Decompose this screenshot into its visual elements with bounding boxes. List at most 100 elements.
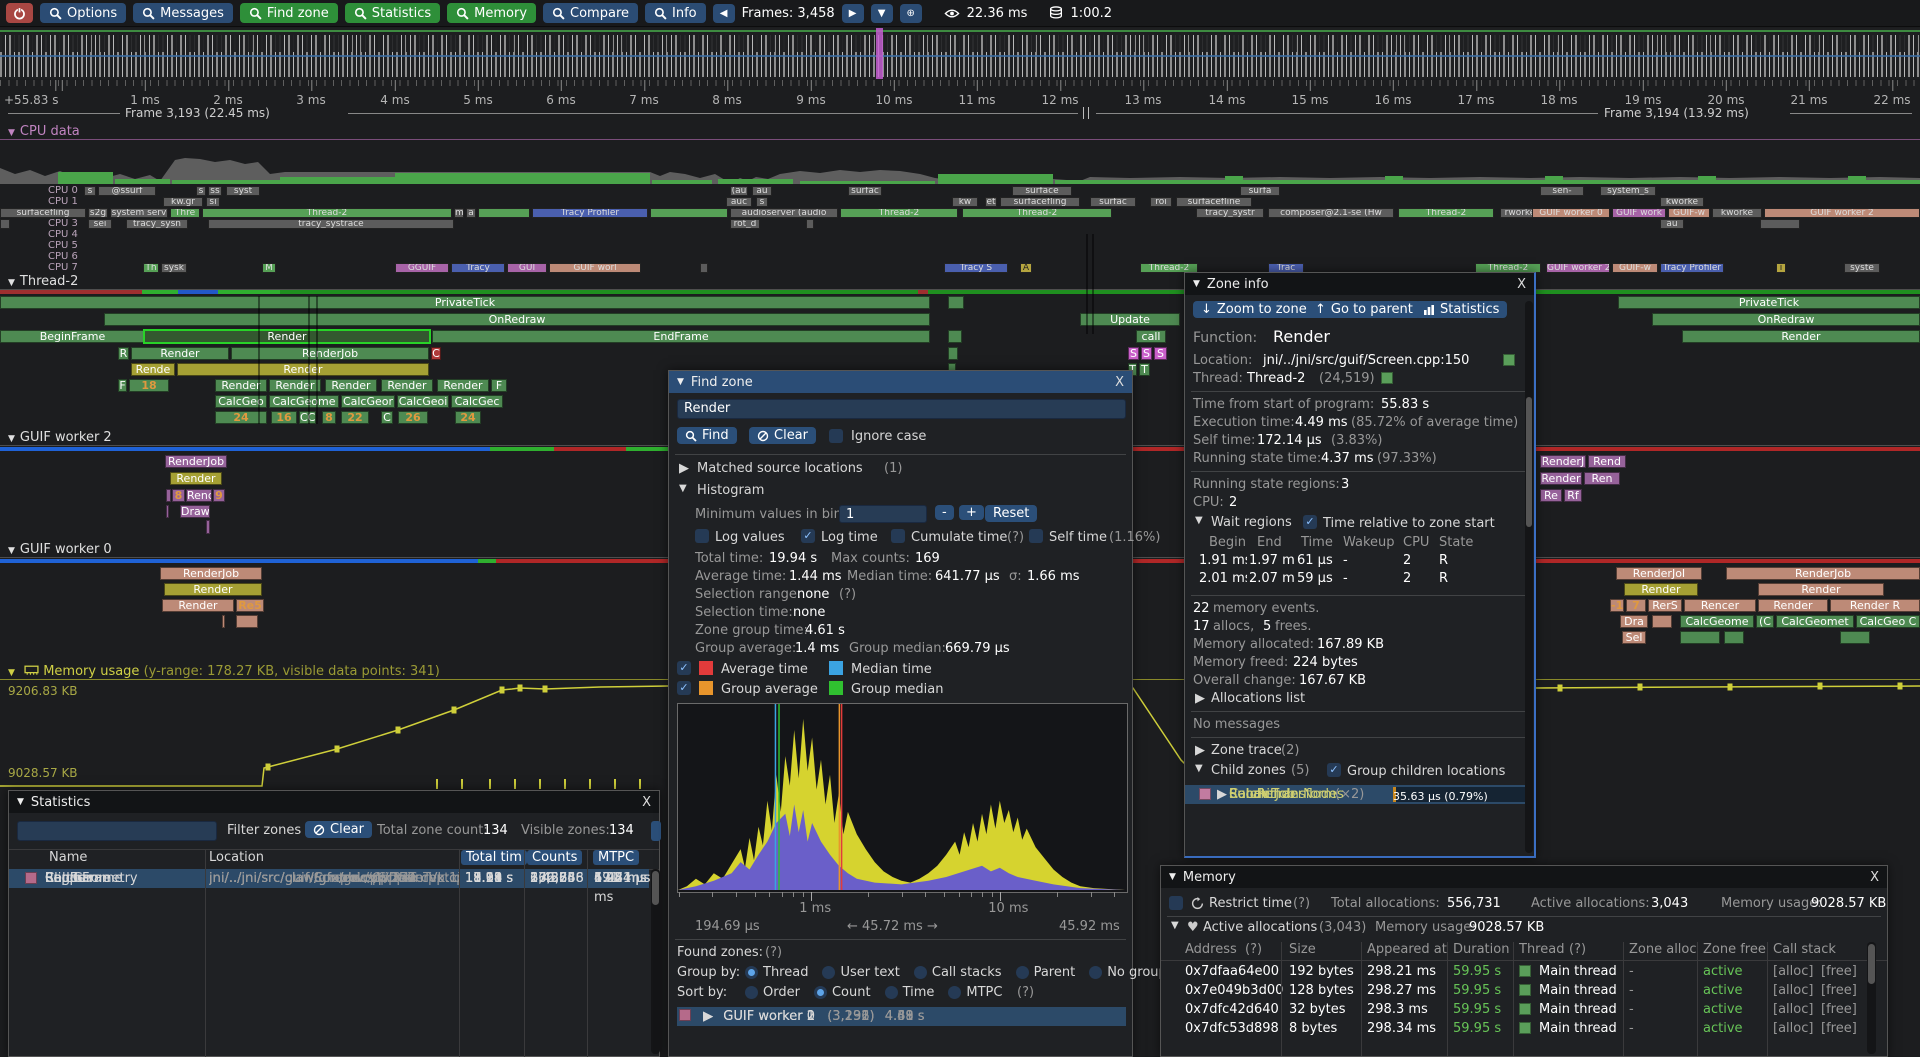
cpu-zone-block[interactable]: syst [226, 186, 260, 196]
toolbar-button[interactable]: Compare [543, 3, 639, 23]
timeline-zone[interactable]: Render [381, 379, 433, 392]
cpu-zone-block[interactable]: surfacefling [1000, 197, 1080, 207]
timeline-zone[interactable]: PrivateTick [1618, 296, 1920, 309]
timeline-zone[interactable]: 22 [341, 411, 369, 424]
timeline-zone[interactable]: PrivateTick [0, 296, 930, 309]
clear-button[interactable]: Clear [749, 427, 816, 444]
cpu-zone-block[interactable]: GUIF work [1612, 208, 1666, 218]
timeline-zone[interactable]: CalcGeomet [1776, 615, 1854, 628]
cpu-zone-block[interactable]: m [454, 208, 464, 218]
cpu-zone-block[interactable]: GUIF worker 0 [1532, 208, 1610, 218]
timeline-zone[interactable]: RenderJob [1726, 567, 1920, 580]
timeline-zone[interactable]: C [431, 347, 441, 360]
col-location[interactable]: Location [209, 850, 264, 865]
timeline-zone[interactable] [1724, 631, 1744, 644]
timeline-zone[interactable]: F [118, 379, 127, 392]
relative-time-checkbox[interactable]: ✓ [1303, 515, 1317, 529]
clipped-button[interactable] [651, 821, 661, 841]
cpu-zone-block[interactable]: GUIF worl [549, 263, 641, 273]
cpu-zone-block[interactable]: s [196, 186, 206, 196]
timeline-zone[interactable]: S [1141, 347, 1152, 360]
zone-info-titlebar[interactable]: ▼ Zone info X [1185, 273, 1534, 295]
cpu-zone-block[interactable]: roi [1150, 197, 1172, 207]
cpu-zone-block[interactable]: Thre [170, 208, 200, 218]
timeline-zone[interactable]: 8 [322, 411, 336, 424]
cpu-zone-block[interactable] [1760, 219, 1800, 229]
timeline-zone[interactable]: 7 [1626, 599, 1646, 612]
timeline-zone[interactable]: EndFrame [432, 330, 930, 343]
sort-by-radio[interactable]: Order [745, 985, 800, 1000]
table-row[interactable]: 0x7dfc42d640 32 bytes 298.3 ms 59.95 s M… [1185, 1002, 1857, 1017]
col-size[interactable]: Size [1289, 942, 1316, 957]
timeline-zone[interactable]: Render [164, 583, 262, 596]
toolbar-button[interactable]: Find zone [239, 3, 338, 23]
timeline-zone[interactable]: S [1154, 347, 1167, 360]
timeline-zone[interactable]: Render [170, 472, 222, 485]
filter-input[interactable] [17, 821, 217, 841]
statistics-button[interactable]: Statistics [1415, 301, 1508, 318]
cpu-zone-block[interactable]: A [1020, 263, 1032, 273]
timeline-zone[interactable]: Render [269, 379, 321, 392]
avg-time-checkbox[interactable]: ✓ [677, 661, 691, 675]
timeline-zone[interactable]: Re5 [236, 599, 264, 612]
statistics-titlebar[interactable]: ▼ Statistics X [9, 791, 659, 813]
col-zone-alloc[interactable]: Zone alloc [1629, 942, 1697, 957]
toolbar-button[interactable]: Memory [447, 3, 537, 23]
cpu-zone-block[interactable]: system serv [110, 208, 168, 218]
timeline-zone[interactable]: CalcGeoi [397, 395, 449, 408]
cpu-zone-block[interactable]: et [985, 197, 997, 207]
cpu-data-header[interactable]: ▼ CPU data [0, 124, 1920, 140]
timeline-zone[interactable]: (C [1756, 615, 1774, 628]
close-icon[interactable]: X [642, 794, 651, 810]
timeline-zone[interactable]: call [1136, 330, 1166, 343]
table-row[interactable]: EndFrame jni/../jni/src/claw/gfx/drv/vk/… [9, 869, 649, 888]
memory-scrollbar[interactable] [1867, 942, 1876, 1054]
cpu-zone-block[interactable]: si [206, 197, 220, 207]
zone-info-scrollbar[interactable] [1525, 301, 1533, 853]
timeline-zone[interactable]: 24 [455, 411, 481, 424]
cpu-zone-block[interactable] [650, 208, 728, 218]
timeline-zone[interactable]: CalcGeo [215, 395, 267, 408]
group-by-radio[interactable]: Call stacks [913, 965, 1002, 980]
power-button[interactable] [6, 3, 33, 23]
timeline-zone[interactable]: Rend [186, 489, 212, 502]
table-row[interactable]: CalcGeometry jni/../jni/src/claw/graphic… [9, 869, 650, 888]
cpu-zone-block[interactable] [478, 208, 530, 218]
group-children-checkbox[interactable]: ✓ [1327, 763, 1341, 777]
timeline-zone[interactable]: -1 [1610, 599, 1624, 612]
close-icon[interactable]: X [1870, 869, 1879, 885]
find-zone-titlebar[interactable]: ▼ Find zone X [669, 371, 1132, 393]
col-duration[interactable]: Duration [1453, 942, 1510, 957]
timeline-zone[interactable]: Render [437, 379, 489, 392]
timeline-zone[interactable]: Render [162, 599, 234, 612]
timeline-zone[interactable] [1680, 631, 1720, 644]
timeline-zone[interactable]: Render [143, 329, 431, 344]
cpu-zone-block[interactable]: surface [1012, 186, 1072, 196]
timeline-zone[interactable]: Dra [1620, 615, 1648, 628]
active-allocations-toggle[interactable]: ▼ ♥ Active allocations (3,043) Memory us… [1171, 920, 1545, 935]
table-row[interactable]: 0x7dfaa64e00 192 bytes 298.21 ms 59.95 s… [1185, 964, 1857, 979]
filter-clear-button[interactable]: Clear [305, 821, 372, 838]
cpu-zone-block[interactable]: GUIF worker 2 [1764, 208, 1920, 218]
wait-regions-toggle[interactable]: ▼ Wait regions ✓ Time relative to zone st… [1195, 515, 1495, 531]
table-row[interactable]: 1.91 ms 1.97 ms 61 µs - 2 R [1199, 553, 1449, 568]
thread-header[interactable]: ▼ Thread-2 [0, 274, 1920, 290]
timeline-zone[interactable]: Render [1758, 599, 1828, 612]
cpu-zone-block[interactable]: sei [88, 219, 112, 229]
timeline-zone[interactable] [236, 615, 258, 628]
cpu-zone-block[interactable]: GUIF-w [1668, 208, 1710, 218]
timeline-zone[interactable]: Rencer [1684, 599, 1756, 612]
log-time-checkbox[interactable]: ✓ [801, 529, 815, 543]
close-icon[interactable]: X [1517, 276, 1526, 292]
col-thread[interactable]: Thread [1519, 942, 1565, 957]
timeline-zone[interactable]: Render [1624, 583, 1698, 596]
timeline-zone[interactable]: RenderJ [1540, 455, 1586, 468]
timeline-zone[interactable]: Render [177, 363, 429, 376]
close-icon[interactable]: X [1115, 374, 1124, 390]
sort-by-radio[interactable]: Count [813, 985, 871, 1000]
col-mtpc[interactable]: MTPC [593, 850, 640, 865]
cpu-zone-block[interactable]: GGUIF [395, 263, 449, 273]
timeline-zone[interactable]: Render [1682, 330, 1920, 343]
timeline-zone[interactable]: 9 [213, 489, 225, 502]
timeline-zone[interactable]: RenderJoI [1616, 567, 1702, 580]
